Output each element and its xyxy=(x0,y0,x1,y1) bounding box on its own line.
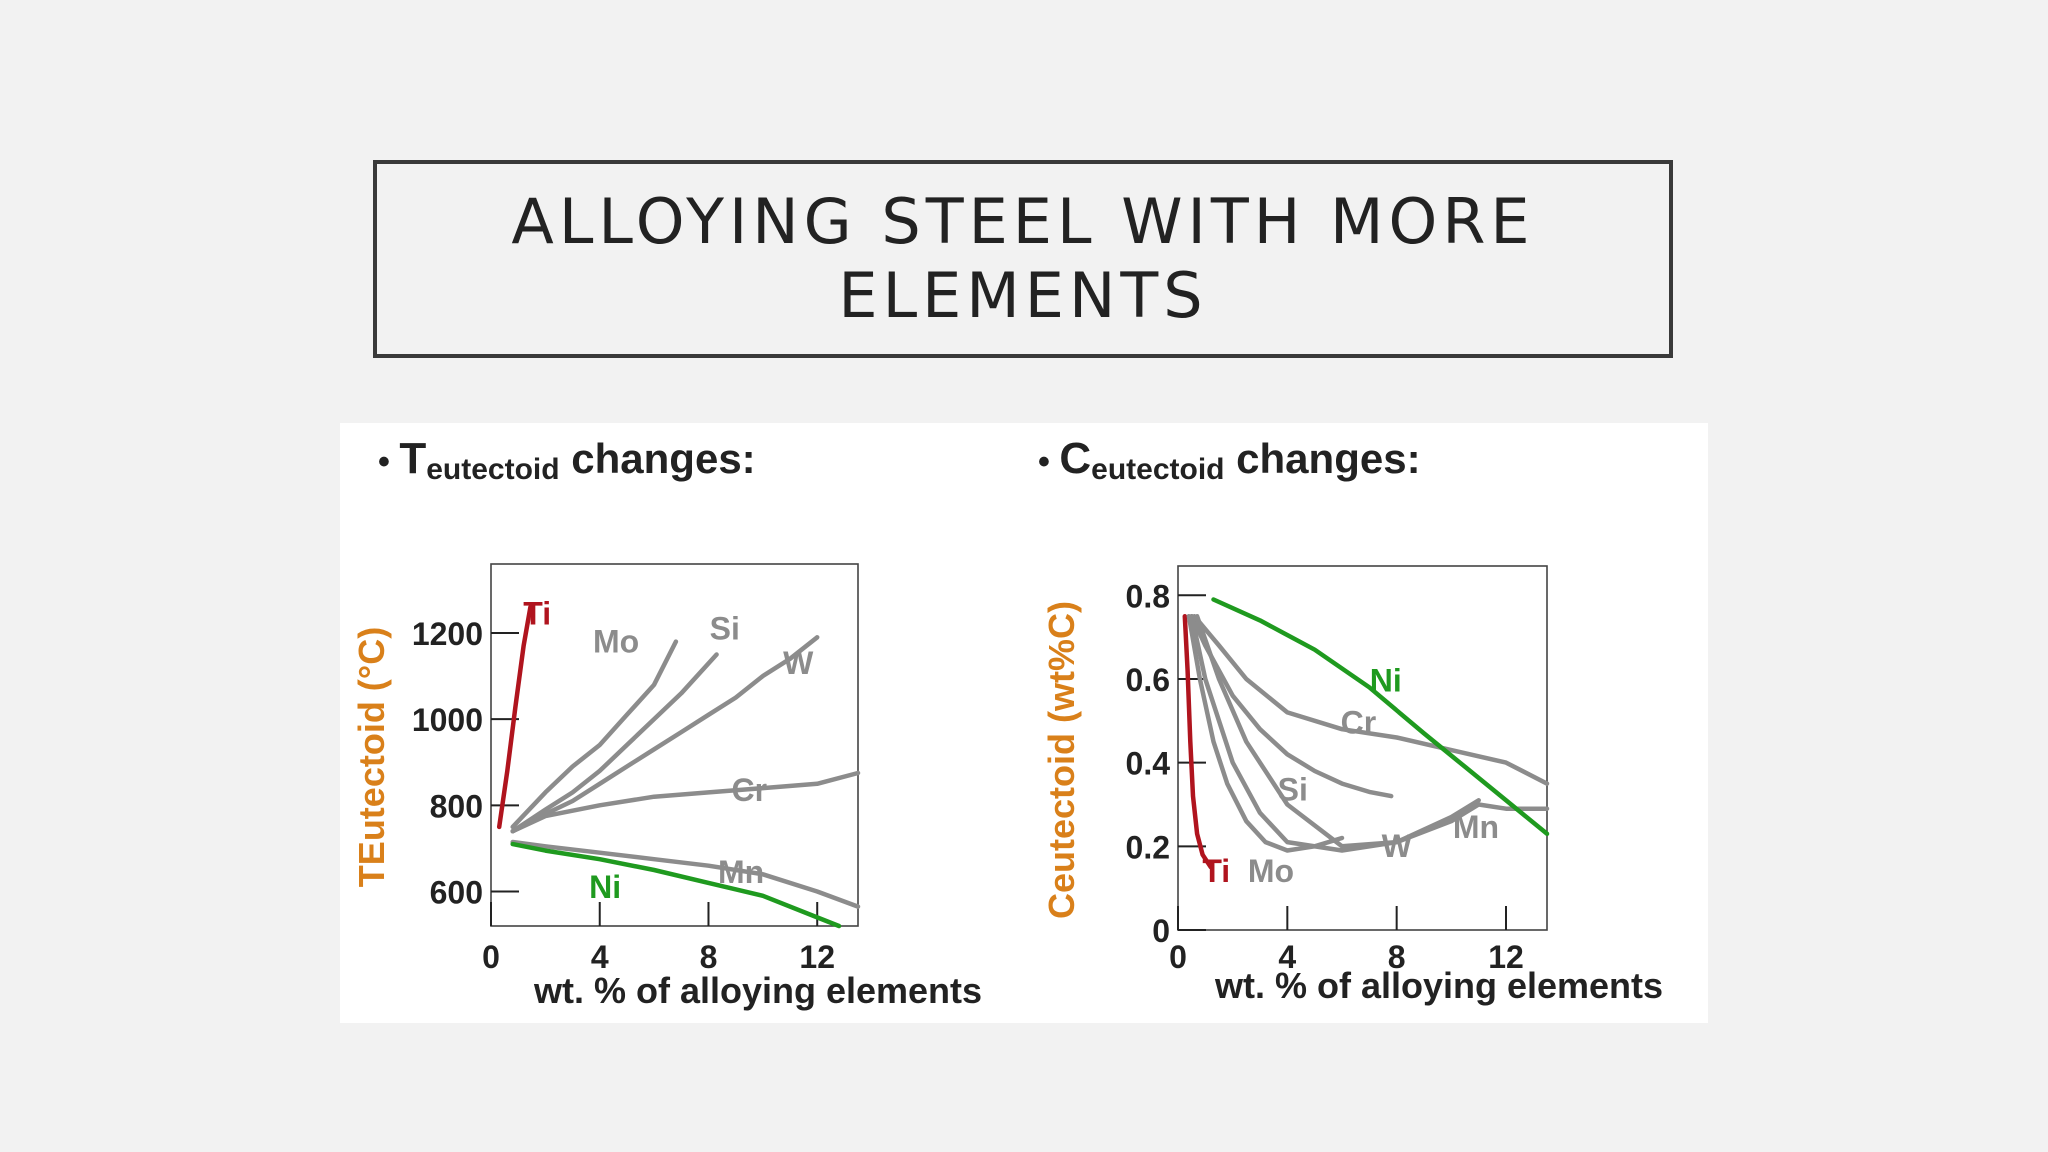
y-tick-label: 1000 xyxy=(412,702,483,738)
chart-2: • Ceutectoid changes: 0 0.2 0.4 0.6 0.8 0 4 8 12w… xyxy=(1038,434,1663,1006)
x-axis-label: wt. % of alloying elements xyxy=(533,970,982,1011)
x-tick-label: 4 xyxy=(1278,939,1296,975)
series-label-mn: Mn xyxy=(718,854,764,890)
y-tick-label: 0 xyxy=(1152,913,1170,949)
series-line-cr xyxy=(1192,613,1550,786)
series-ni: Ni xyxy=(510,841,842,929)
series-label-w: W xyxy=(783,645,814,681)
series-mo: Mo xyxy=(510,623,679,830)
chart-heading: • Ceutectoid changes: xyxy=(1038,434,1421,486)
x-axis-label: wt. % of alloying elements xyxy=(1214,965,1663,1006)
heading-bullet: • xyxy=(1038,443,1059,481)
plot-frame xyxy=(1177,565,1548,931)
figure-panel: • Teutectoid changes: 600 800 1000 1200 0 4 8 12… xyxy=(340,423,1708,1023)
series-label-ni: Ni xyxy=(1370,663,1402,699)
series-line-ni xyxy=(510,841,842,929)
x-tick-label: 8 xyxy=(1388,939,1406,975)
y-axis-label: Ceutectoid (wt%C) xyxy=(1041,601,1082,919)
y-tick-label: 0.6 xyxy=(1126,662,1170,698)
x-tick-label: 12 xyxy=(799,939,835,975)
x-tick-label: 8 xyxy=(700,939,718,975)
x-tick-label: 0 xyxy=(482,939,500,975)
x-tick-label: 0 xyxy=(1169,939,1187,975)
series-mn: Mn xyxy=(510,839,861,909)
series-label-cr: Cr xyxy=(1341,704,1377,740)
series-label-ti: Ti xyxy=(1202,853,1230,889)
series-label-si: Si xyxy=(1278,771,1308,807)
slide-title: ALLOYING STEEL WITH MORE ELEMENTS xyxy=(511,185,1535,332)
series-line-mn xyxy=(510,839,861,909)
heading-bullet: • xyxy=(378,443,399,481)
heading-suffix: changes: xyxy=(1225,435,1421,482)
series-label-mn: Mn xyxy=(1453,809,1499,845)
series-ti: Ti xyxy=(1182,613,1230,889)
heading-sub: eutectoid xyxy=(1091,453,1224,486)
series-line-si xyxy=(510,652,719,834)
heading-suffix: changes: xyxy=(560,435,756,482)
y-tick-label: 1200 xyxy=(412,616,483,652)
series-ti: Ti xyxy=(496,595,551,830)
series-line-ti xyxy=(1182,613,1214,870)
x-tick-label: 4 xyxy=(591,939,609,975)
series-label-w: W xyxy=(1382,828,1413,864)
series-line-cr xyxy=(510,770,861,834)
series-line-mn xyxy=(1194,613,1550,849)
heading-main: T xyxy=(399,434,426,483)
heading-main: C xyxy=(1059,434,1091,483)
series-line-w xyxy=(510,635,820,834)
series-cr: Cr xyxy=(510,770,861,834)
y-tick-label: 800 xyxy=(430,788,483,824)
series-line-w xyxy=(1189,613,1481,853)
series-mn: Mn xyxy=(1194,613,1550,849)
series-line-ti xyxy=(496,604,533,830)
heading-sub: eutectoid xyxy=(426,453,559,486)
series-label-mo: Mo xyxy=(593,623,639,659)
series-label-ti: Ti xyxy=(523,595,551,631)
series-label-si: Si xyxy=(710,610,740,646)
chart-heading: • Teutectoid changes: xyxy=(378,434,756,486)
chart-1: • Teutectoid changes: 600 800 1000 1200 0 4 8 12… xyxy=(351,434,982,1011)
series-cr: Cr xyxy=(1192,613,1550,786)
series-label-mo: Mo xyxy=(1248,853,1294,889)
series-label-cr: Cr xyxy=(731,772,767,808)
y-tick-label: 0.8 xyxy=(1126,578,1170,614)
series-si: Si xyxy=(510,610,740,834)
y-tick-label: 600 xyxy=(430,875,483,911)
series-w: W xyxy=(1189,613,1481,864)
y-tick-label: 0.4 xyxy=(1126,746,1171,782)
y-tick-label: 0.2 xyxy=(1126,829,1170,865)
title-box: ALLOYING STEEL WITH MORE ELEMENTS xyxy=(373,160,1673,358)
series-line-mo xyxy=(1186,613,1345,853)
series-line-ni xyxy=(1211,597,1550,837)
series-label-ni: Ni xyxy=(589,869,621,905)
series-mo: Mo xyxy=(1186,613,1345,889)
x-tick-label: 12 xyxy=(1488,939,1524,975)
plot-frame xyxy=(490,563,859,927)
series-w: W xyxy=(510,635,820,834)
series-line-mo xyxy=(510,639,679,830)
series-ni: Ni xyxy=(1211,597,1550,837)
y-axis-label: TEutectoid (°C) xyxy=(351,627,392,887)
